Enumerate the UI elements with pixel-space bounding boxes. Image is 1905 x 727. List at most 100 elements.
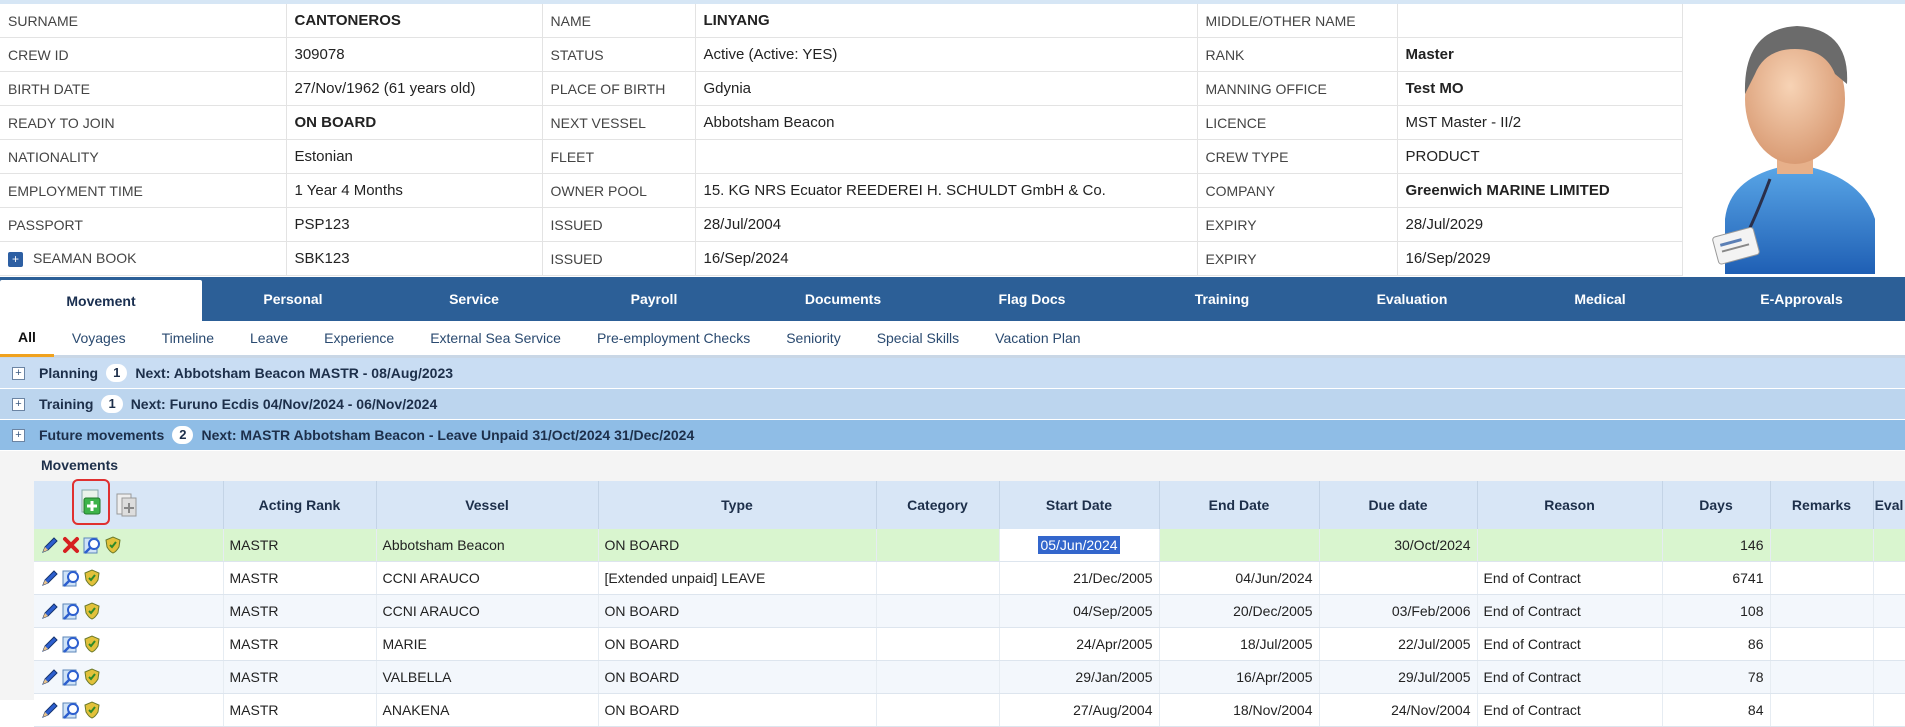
tab-service[interactable]: Service	[449, 291, 499, 307]
info-label: OWNER POOL	[542, 173, 696, 208]
column-header-vessel[interactable]: Vessel	[376, 481, 599, 529]
column-header-end-date[interactable]: End Date	[1159, 481, 1320, 529]
cell-type: ON BOARD	[598, 529, 877, 562]
tab-training[interactable]: Training	[1194, 291, 1250, 307]
expand-icon[interactable]: +	[12, 366, 25, 380]
edit-pencil-icon[interactable]	[40, 601, 60, 621]
column-header-reason[interactable]: Reason	[1477, 481, 1663, 529]
info-label: MANNING OFFICE	[1197, 71, 1398, 106]
delete-icon[interactable]	[61, 535, 81, 555]
tab-evaluation[interactable]: Evaluation	[1376, 291, 1448, 307]
view-details-icon[interactable]	[61, 568, 81, 588]
cell-start: 04/Sep/2005	[999, 594, 1160, 628]
column-header-start-date[interactable]: Start Date	[999, 481, 1160, 529]
info-label-text: OWNER POOL	[550, 182, 647, 199]
top-border	[0, 0, 1905, 4]
table-row[interactable]: MASTR MARIE ON BOARD 24/Apr/2005 18/Jul/2005…	[34, 627, 1905, 661]
edit-pencil-icon[interactable]	[40, 568, 60, 588]
selected-start-date[interactable]: 05/Jun/2024	[1038, 536, 1120, 554]
info-row: NATIONALITY Estonian FLEET CREW TYPE PRODUCT	[0, 139, 1683, 174]
expand-seaman-book-icon[interactable]: +	[8, 251, 23, 267]
approve-shield-icon[interactable]	[82, 568, 102, 588]
info-label-text: BIRTH DATE	[8, 80, 90, 97]
edit-pencil-icon[interactable]	[40, 667, 60, 687]
cell-remarks	[1770, 693, 1874, 727]
approve-shield-icon[interactable]	[82, 601, 102, 621]
tab-documents[interactable]: Documents	[804, 291, 882, 307]
subtab-pre-employment-checks[interactable]: Pre-employment Checks	[596, 330, 751, 346]
tab-flag-docs[interactable]: Flag Docs	[998, 291, 1066, 307]
section-next-text: Next: MASTR Abbotsham Beacon - Leave Unp…	[201, 427, 695, 443]
tab-medical[interactable]: Medical	[1574, 291, 1626, 307]
subtab-external-sea-service[interactable]: External Sea Service	[430, 330, 561, 346]
table-row[interactable]: MASTR VALBELLA ON BOARD 29/Jan/2005 16/Apr/2…	[34, 660, 1905, 694]
row-actions	[34, 627, 224, 661]
cell-days: 6741	[1662, 561, 1771, 595]
column-header-eval[interactable]: Eval	[1873, 481, 1905, 529]
table-row[interactable]: MASTR Abbotsham Beacon ON BOARD 05/Jun/2024…	[34, 529, 1905, 562]
approve-shield-icon[interactable]	[82, 700, 102, 720]
column-header-due-date[interactable]: Due date	[1319, 481, 1478, 529]
subtab-vacation-plan[interactable]: Vacation Plan	[995, 330, 1081, 346]
approve-shield-icon[interactable]	[82, 634, 102, 654]
table-row[interactable]: MASTR CCNI ARAUCO [Extended unpaid] LEAVE 2…	[34, 561, 1905, 595]
section-future-movements[interactable]: + Future movements 2 Next: MASTR Abbotsham …	[0, 420, 1905, 451]
copy-movement-icon[interactable]	[114, 493, 138, 521]
info-label-text: EXPIRY	[1205, 250, 1257, 267]
cell-eval	[1873, 529, 1905, 562]
add-movement-button[interactable]	[72, 479, 110, 525]
info-row: BIRTH DATE 27/Nov/1962 (61 years old) PLAC…	[0, 71, 1683, 106]
info-value	[695, 139, 1198, 174]
view-details-icon[interactable]	[61, 700, 81, 720]
view-details-icon[interactable]	[61, 634, 81, 654]
view-details-icon[interactable]	[61, 667, 81, 687]
tab-movement[interactable]: Movement	[0, 280, 202, 321]
tab-e-approvals[interactable]: E-Approvals	[1760, 291, 1843, 307]
info-label-text: SURNAME	[8, 12, 79, 29]
edit-pencil-icon[interactable]	[40, 634, 60, 654]
expand-icon[interactable]: +	[12, 397, 25, 411]
subtab-seniority[interactable]: Seniority	[786, 330, 841, 346]
main-tabs: Movement Personal Service Payroll Documents F…	[0, 277, 1905, 321]
info-row: READY TO JOIN ON BOARD NEXT VESSEL Abbotsha…	[0, 105, 1683, 140]
expand-icon[interactable]: +	[12, 428, 25, 442]
subtab-experience[interactable]: Experience	[324, 330, 395, 346]
info-value: CANTONEROS	[286, 4, 543, 38]
table-row[interactable]: MASTR CCNI ARAUCO ON BOARD 04/Sep/2005 20/De…	[34, 594, 1905, 628]
row-actions	[34, 594, 224, 628]
table-row[interactable]: MASTR ANAKENA ON BOARD 27/Aug/2004 18/Nov/20…	[34, 693, 1905, 727]
section-next-text: Next: Furuno Ecdis 04/Nov/2024 - 06/Nov/…	[130, 396, 438, 412]
info-label: ISSUED	[542, 241, 696, 276]
cell-reason: End of Contract	[1477, 594, 1663, 628]
subtab-all[interactable]: All	[0, 320, 54, 357]
column-header-category[interactable]: Category	[876, 481, 1000, 529]
tab-payroll[interactable]: Payroll	[630, 291, 678, 307]
section-training[interactable]: + Training 1 Next: Furuno Ecdis 04/Nov/2024…	[0, 389, 1905, 420]
edit-pencil-icon[interactable]	[40, 535, 60, 555]
column-header-remarks[interactable]: Remarks	[1770, 481, 1874, 529]
subtab-special-skills[interactable]: Special Skills	[876, 330, 960, 346]
column-header-type[interactable]: Type	[598, 481, 877, 529]
info-label: STATUS	[542, 37, 696, 72]
tab-personal[interactable]: Personal	[263, 291, 323, 307]
info-label: + SEAMAN BOOK	[0, 241, 287, 276]
view-details-icon[interactable]	[82, 535, 102, 555]
cell-eval	[1873, 693, 1905, 727]
edit-pencil-icon[interactable]	[40, 700, 60, 720]
approve-shield-icon[interactable]	[82, 667, 102, 687]
movements-table: Acting Rank Vessel Type Category Start Date E…	[34, 479, 1905, 727]
view-details-icon[interactable]	[61, 601, 81, 621]
subtab-timeline[interactable]: Timeline	[161, 330, 214, 346]
row-actions	[34, 561, 224, 595]
column-header-days[interactable]: Days	[1662, 481, 1771, 529]
approve-shield-icon[interactable]	[103, 535, 123, 555]
cell-type: [Extended unpaid] LEAVE	[598, 561, 877, 595]
cell-vessel: VALBELLA	[376, 660, 599, 694]
section-planning[interactable]: + Planning 1 Next: Abbotsham Beacon MASTR -…	[0, 358, 1905, 389]
cell-vessel: MARIE	[376, 627, 599, 661]
subtab-leave[interactable]: Leave	[250, 330, 289, 346]
cell-reason: End of Contract	[1477, 627, 1663, 661]
column-header-acting-rank[interactable]: Acting Rank	[223, 481, 377, 529]
subtab-voyages[interactable]: Voyages	[71, 330, 126, 346]
row-actions	[34, 693, 224, 727]
